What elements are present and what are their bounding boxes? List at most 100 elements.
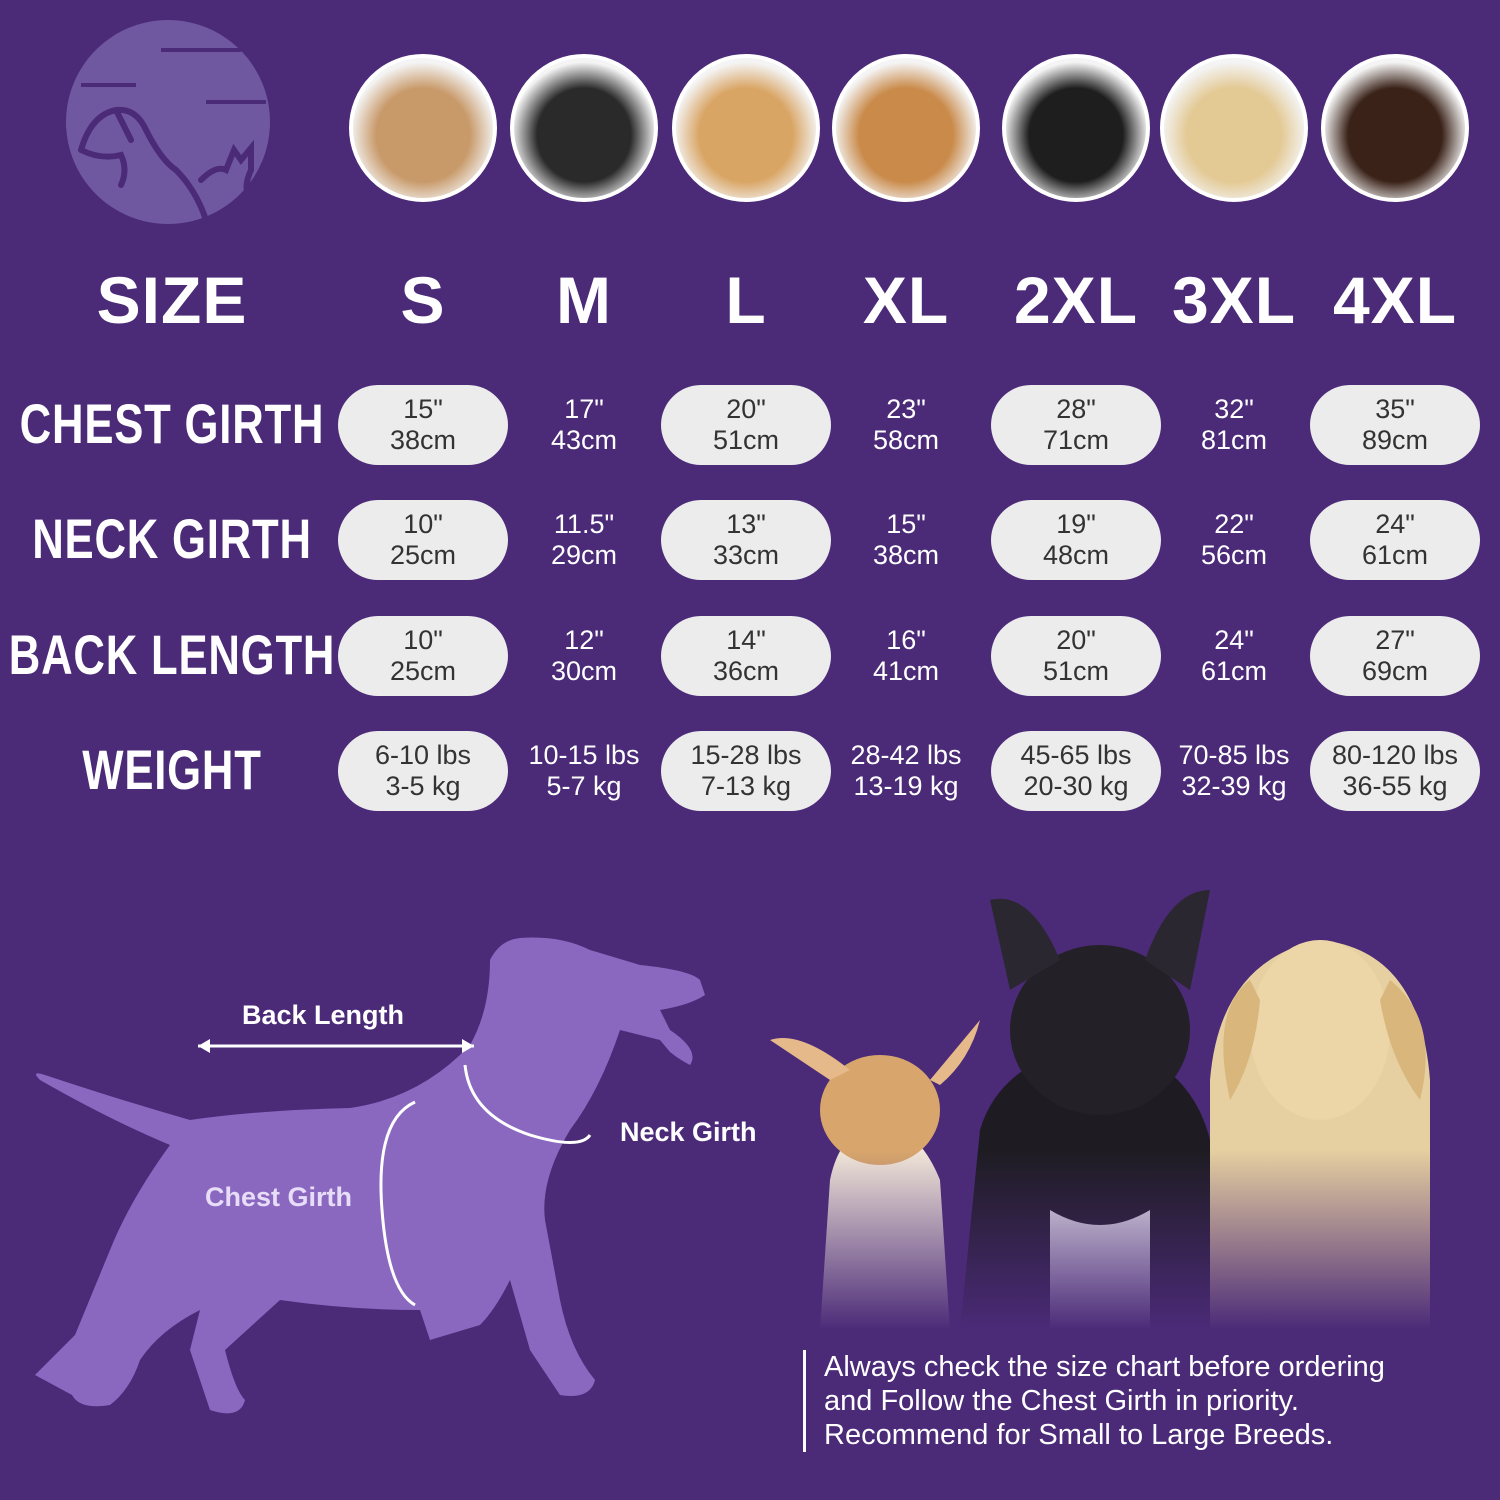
- cell-value: 89cm: [1361, 425, 1429, 455]
- shih-tzu-photo-icon: [349, 54, 497, 202]
- cell-value: 6-10 lbs: [374, 740, 472, 770]
- cell-value: 70-85 lbs: [1178, 740, 1290, 770]
- cell-value: 36cm: [712, 656, 780, 686]
- size-cell: 15-28 lbs 7-13 kg: [661, 731, 831, 811]
- size-cell: 20" 51cm: [991, 616, 1161, 696]
- size-header-2xl: 2XL: [1013, 263, 1139, 337]
- cell-value: 5-7 kg: [546, 771, 622, 801]
- size-cell: 13" 33cm: [661, 500, 831, 580]
- size-header-l: L: [725, 263, 767, 337]
- cell-value: 32": [1214, 394, 1254, 424]
- cell-value: 69cm: [1361, 656, 1429, 686]
- cell-value: 25cm: [389, 656, 457, 686]
- sizing-note: Always check the size chart before order…: [803, 1350, 1385, 1452]
- cell-value: 15-28 lbs: [690, 740, 802, 770]
- size-cell: 20" 51cm: [661, 385, 831, 465]
- cell-value: 30cm: [550, 656, 618, 686]
- cell-value: 51cm: [712, 425, 780, 455]
- cell-value: 7-13 kg: [700, 771, 792, 801]
- cell-value: 33cm: [712, 540, 780, 570]
- size-cell: 10" 25cm: [338, 500, 508, 580]
- cell-value: 41cm: [872, 656, 940, 686]
- cell-value: 22": [1214, 509, 1254, 539]
- cell-value: 17": [564, 394, 604, 424]
- cell-value: 25cm: [389, 540, 457, 570]
- size-header-s: S: [400, 263, 446, 337]
- cell-value: 51cm: [1042, 656, 1110, 686]
- size-cell: 80-120 lbs 36-55 kg: [1310, 731, 1480, 811]
- cell-value: 29cm: [550, 540, 618, 570]
- cell-value: 80-120 lbs: [1331, 740, 1459, 770]
- size-cell: 10" 25cm: [338, 616, 508, 696]
- size-cell: 70-85 lbs 32-39 kg: [1149, 731, 1319, 811]
- cell-value: 20": [1056, 625, 1096, 655]
- size-cell: 45-65 lbs 20-30 kg: [991, 731, 1161, 811]
- cell-value: 19": [1056, 509, 1096, 539]
- cell-value: 27": [1375, 625, 1415, 655]
- cell-value: 61cm: [1200, 656, 1268, 686]
- chest-girth-label: Chest Girth: [205, 1182, 353, 1212]
- cell-value: 10": [403, 509, 443, 539]
- size-header-3xl: 3XL: [1171, 263, 1297, 337]
- cell-value: 28-42 lbs: [850, 740, 962, 770]
- cell-value: 10": [403, 625, 443, 655]
- cell-value: 12": [564, 625, 604, 655]
- cell-value: 58cm: [872, 425, 940, 455]
- cell-value: 81cm: [1200, 425, 1268, 455]
- doberman-photo-icon: [1321, 54, 1469, 202]
- size-cell: 27" 69cm: [1310, 616, 1480, 696]
- cell-value: 61cm: [1361, 540, 1429, 570]
- size-header: SIZE: [96, 263, 248, 337]
- note-line: and Follow the Chest Girth in priority.: [824, 1385, 1299, 1417]
- size-cell: 15" 38cm: [821, 500, 991, 580]
- cell-value: 3-5 kg: [385, 771, 461, 801]
- cell-value: 24": [1375, 509, 1415, 539]
- size-cell: 17" 43cm: [499, 385, 669, 465]
- size-cell: 12" 30cm: [499, 616, 669, 696]
- cell-value: 15": [886, 509, 926, 539]
- cell-value: 45-65 lbs: [1020, 740, 1132, 770]
- cell-value: 28": [1056, 394, 1096, 424]
- size-cell: 6-10 lbs 3-5 kg: [338, 731, 508, 811]
- cell-value: 13": [726, 509, 766, 539]
- boston-terrier-photo-icon: [510, 54, 658, 202]
- labrador-photo-icon: [1160, 54, 1308, 202]
- cell-value: 43cm: [550, 425, 618, 455]
- cell-value: 56cm: [1200, 540, 1268, 570]
- size-header-4xl: 4XL: [1332, 263, 1458, 337]
- cell-value: 48cm: [1042, 540, 1110, 570]
- cell-value: 15": [403, 394, 443, 424]
- size-header-m: M: [556, 263, 612, 337]
- size-cell: 24" 61cm: [1310, 500, 1480, 580]
- size-cell: 28" 71cm: [991, 385, 1161, 465]
- beagle-photo-icon: [832, 54, 980, 202]
- cell-value: 32-39 kg: [1181, 771, 1287, 801]
- cell-value: 14": [726, 625, 766, 655]
- size-cell: 10-15 lbs 5-7 kg: [499, 731, 669, 811]
- size-cell: 15" 38cm: [338, 385, 508, 465]
- border-collie-photo-icon: [1002, 54, 1150, 202]
- cell-value: 13-19 kg: [853, 771, 959, 801]
- size-cell: 24" 61cm: [1149, 616, 1319, 696]
- size-header-xl: XL: [862, 263, 950, 337]
- cocker-spaniel-photo-icon: [672, 54, 820, 202]
- cell-value: 38cm: [872, 540, 940, 570]
- cell-value: 20-30 kg: [1023, 771, 1129, 801]
- row-label: CHEST GIRTH: [19, 392, 325, 455]
- row-label: BACK LENGTH: [8, 623, 336, 686]
- neck-girth-label: Neck Girth: [620, 1117, 757, 1147]
- note-line: Recommend for Small to Large Breeds.: [824, 1419, 1334, 1451]
- cell-value: 11.5": [553, 509, 615, 539]
- size-cell: 16" 41cm: [821, 616, 991, 696]
- back-length-label: Back Length: [242, 1000, 405, 1030]
- cell-value: 38cm: [389, 425, 457, 455]
- cell-value: 23": [886, 394, 926, 424]
- cell-value: 16": [886, 625, 926, 655]
- cell-value: 10-15 lbs: [528, 740, 640, 770]
- dog-silhouette-icon: [35, 937, 705, 1414]
- note-line: Always check the size chart before order…: [824, 1351, 1385, 1383]
- size-cell: 35" 89cm: [1310, 385, 1480, 465]
- row-label: NECK GIRTH: [32, 507, 312, 570]
- cell-value: 24": [1214, 625, 1254, 655]
- row-label: WEIGHT: [82, 738, 262, 801]
